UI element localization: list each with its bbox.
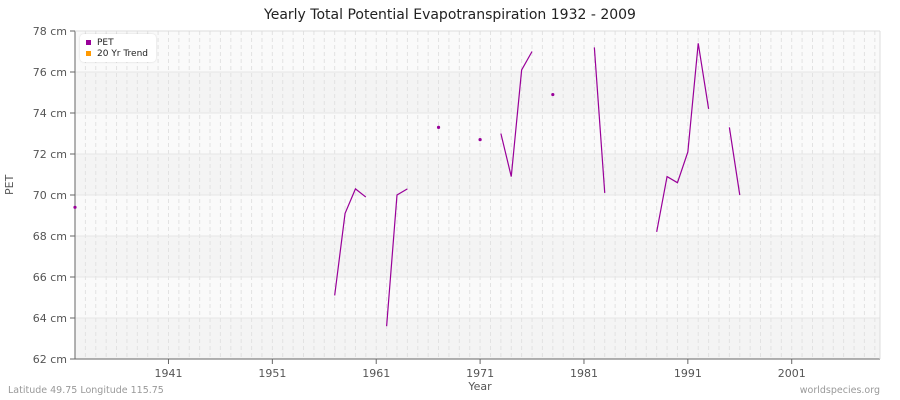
x-axis-label: Year	[468, 380, 492, 393]
trend-swatch-icon	[86, 51, 91, 56]
chart-title: Yearly Total Potential Evapotranspiratio…	[264, 7, 636, 23]
svg-text:1941: 1941	[154, 367, 182, 380]
legend: PET 20 Yr Trend	[80, 34, 157, 62]
svg-text:1981: 1981	[570, 367, 598, 380]
svg-text:76 cm: 76 cm	[33, 66, 67, 79]
legend-item-trend: 20 Yr Trend	[86, 48, 148, 59]
coordinates-caption: Latitude 49.75 Longitude 115.75	[8, 385, 164, 396]
svg-text:70 cm: 70 cm	[33, 189, 67, 202]
svg-text:1961: 1961	[362, 367, 390, 380]
svg-text:1971: 1971	[466, 367, 494, 380]
svg-text:62 cm: 62 cm	[33, 353, 67, 366]
legend-item-pet: PET	[86, 37, 148, 48]
svg-text:1991: 1991	[674, 367, 702, 380]
svg-text:74 cm: 74 cm	[33, 107, 67, 120]
svg-text:66 cm: 66 cm	[33, 271, 67, 284]
source-caption: worldspecies.org	[799, 385, 880, 396]
legend-label: PET	[97, 37, 114, 48]
pet-swatch-icon	[86, 40, 91, 45]
svg-text:78 cm: 78 cm	[33, 25, 67, 38]
svg-text:68 cm: 68 cm	[33, 230, 67, 243]
svg-text:2001: 2001	[778, 367, 806, 380]
svg-text:1951: 1951	[258, 367, 286, 380]
y-axis-label: PET	[3, 174, 16, 195]
legend-label: 20 Yr Trend	[97, 48, 149, 59]
svg-text:72 cm: 72 cm	[33, 148, 67, 161]
svg-text:64 cm: 64 cm	[33, 312, 67, 325]
